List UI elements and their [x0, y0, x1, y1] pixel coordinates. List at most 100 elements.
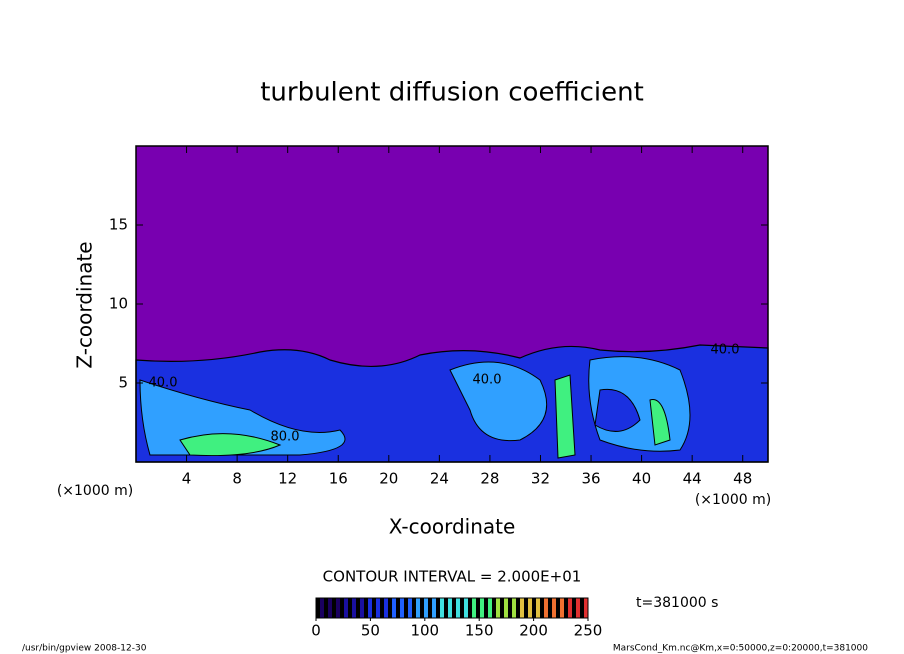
colorbar-swatch	[456, 598, 460, 618]
colorbar-swatch	[500, 598, 504, 618]
field-region	[594, 388, 641, 432]
field-region	[554, 374, 576, 459]
x-tick-label: 16	[329, 470, 348, 488]
x-axis-label: X-coordinate	[389, 515, 516, 539]
colorbar-swatch	[348, 598, 352, 618]
colorbar-swatch	[400, 598, 404, 618]
colorbar-swatch	[328, 598, 332, 618]
colorbar-swatch	[504, 598, 508, 618]
colorbar-swatch	[388, 598, 392, 618]
colorbar-swatch	[476, 598, 480, 618]
colorbar-swatch	[552, 598, 556, 618]
colorbar-swatch	[532, 598, 536, 618]
chart-title: turbulent diffusion coefficient	[260, 78, 644, 108]
colorbar-tick-label: 0	[311, 622, 321, 640]
colorbar-swatch	[492, 598, 496, 618]
x-unit: (×1000 m)	[695, 492, 771, 508]
colorbar-swatch	[564, 598, 568, 618]
colorbar-swatch	[556, 598, 560, 618]
colorbar-swatch	[396, 598, 400, 618]
x-tick-label: 32	[531, 470, 550, 488]
colorbar-swatch	[584, 598, 588, 618]
colorbar-swatch	[452, 598, 456, 618]
colorbar-swatch	[432, 598, 436, 618]
colorbar-swatch	[324, 598, 328, 618]
plot-area	[135, 145, 769, 463]
field-region	[179, 433, 282, 457]
contour-label: 40.0	[149, 376, 178, 391]
y-tick-label: 15	[109, 216, 128, 234]
x-tick-label: 24	[430, 470, 449, 488]
colorbar-swatch	[496, 598, 500, 618]
colorbar-swatch	[512, 598, 516, 618]
contour-interval: CONTOUR INTERVAL = 2.000E+01	[323, 568, 582, 586]
colorbar-swatch	[404, 598, 408, 618]
colorbar-tick-label: 50	[361, 622, 380, 640]
colorbar-swatch	[336, 598, 340, 618]
colorbar-swatch	[384, 598, 388, 618]
colorbar-swatch	[516, 598, 520, 618]
colorbar-swatch	[392, 598, 396, 618]
colorbar-swatch	[440, 598, 444, 618]
colorbar-swatch	[352, 598, 356, 618]
y-tick-label: 10	[109, 295, 128, 313]
colorbar-tick-label: 150	[465, 622, 494, 640]
contour-label: 80.0	[271, 430, 300, 445]
y-axis-label: Z-coordinate	[73, 241, 97, 368]
colorbar-swatch	[568, 598, 572, 618]
colorbar-swatch	[576, 598, 580, 618]
colorbar-swatch	[436, 598, 440, 618]
colorbar-tick-label: 250	[574, 622, 603, 640]
colorbar-swatch	[408, 598, 412, 618]
colorbar-swatch	[428, 598, 432, 618]
x-tick-label: 40	[632, 470, 651, 488]
y-tick-label: 5	[118, 374, 128, 392]
colorbar-swatch	[360, 598, 364, 618]
field-region	[449, 361, 548, 442]
colorbar-swatch	[380, 598, 384, 618]
colorbar-swatch	[420, 598, 424, 618]
colorbar-swatch	[520, 598, 524, 618]
y-unit: (×1000 m)	[57, 483, 133, 499]
field-region	[139, 379, 346, 456]
x-tick-label: 28	[480, 470, 499, 488]
colorbar-swatch	[364, 598, 368, 618]
colorbar-swatch	[548, 598, 552, 618]
x-tick-label: 8	[232, 470, 242, 488]
colorbar-swatch	[480, 598, 484, 618]
colorbar-swatch	[372, 598, 376, 618]
colorbar-swatch	[412, 598, 416, 618]
colorbar-swatch	[488, 598, 492, 618]
time-label: t=381000 s	[636, 595, 718, 611]
colorbar-swatch	[376, 598, 380, 618]
colorbar-swatch	[508, 598, 512, 618]
x-tick-label: 4	[182, 470, 192, 488]
contour-label: 40.0	[711, 343, 740, 358]
colorbar-swatch	[340, 598, 344, 618]
colorbar-swatch	[320, 598, 324, 618]
field-region	[649, 399, 671, 446]
colorbar-swatch	[416, 598, 420, 618]
colorbar-swatch	[572, 598, 576, 618]
colorbar-swatch	[316, 598, 320, 618]
colorbar-swatch	[536, 598, 540, 618]
contour-label: 40.0	[473, 373, 502, 388]
colorbar-swatch	[472, 598, 476, 618]
colorbar-tick-label: 100	[410, 622, 439, 640]
x-tick-label: 48	[733, 470, 752, 488]
colorbar-swatch	[464, 598, 468, 618]
footer-left: /usr/bin/gpview 2008-12-30	[22, 644, 147, 654]
x-tick-label: 44	[683, 470, 702, 488]
colorbar-swatch	[544, 598, 548, 618]
x-tick-label: 36	[581, 470, 600, 488]
colorbar-swatch	[368, 598, 372, 618]
x-tick-label: 20	[379, 470, 398, 488]
colorbar-swatch	[528, 598, 532, 618]
x-tick-label: 12	[278, 470, 297, 488]
colorbar-swatch	[356, 598, 360, 618]
colorbar-swatch	[540, 598, 544, 618]
colorbar-swatch	[448, 598, 452, 618]
colorbar-swatch	[424, 598, 428, 618]
colorbar-swatch	[468, 598, 472, 618]
